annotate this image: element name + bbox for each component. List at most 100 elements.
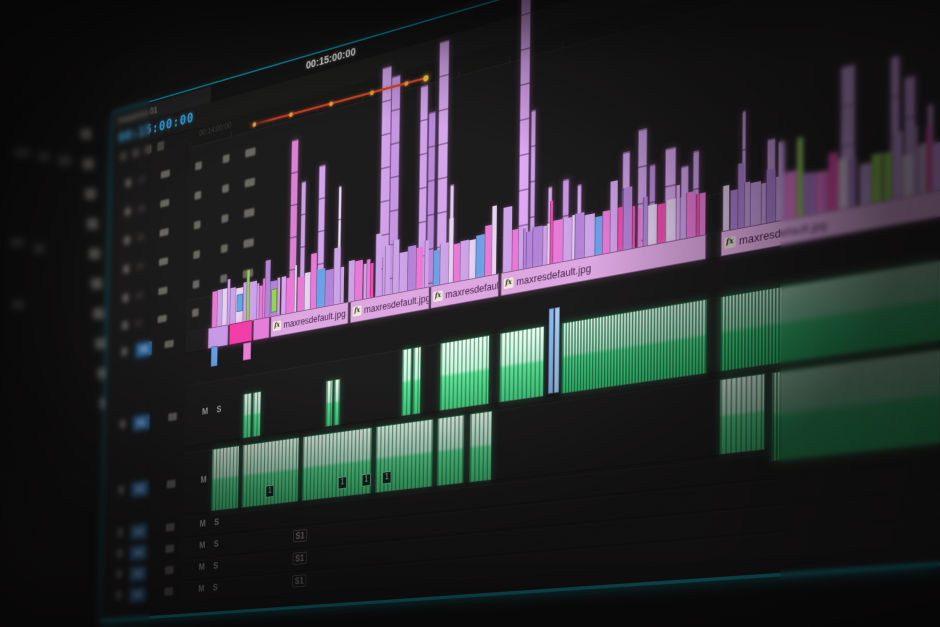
eye-icon[interactable] <box>159 227 169 237</box>
clip-stripe[interactable] <box>871 152 883 205</box>
lock-icon[interactable] <box>123 264 130 274</box>
clip-stripe[interactable] <box>415 246 424 290</box>
speaker-icon[interactable] <box>168 411 177 421</box>
audio-clip[interactable]: 1 <box>241 437 300 508</box>
clip-stripe[interactable] <box>637 207 642 249</box>
tool-icon[interactable] <box>92 307 105 320</box>
tool-icon[interactable] <box>86 217 99 230</box>
lock-icon[interactable] <box>124 235 130 246</box>
clip-stripe[interactable] <box>583 213 595 259</box>
track-target-badge[interactable]: A5 <box>129 566 146 582</box>
clip-stripe[interactable] <box>647 203 657 247</box>
audio-clip[interactable] <box>412 346 422 415</box>
speaker-icon[interactable] <box>165 523 175 532</box>
clip-stripe[interactable] <box>931 141 940 193</box>
lock-icon[interactable] <box>118 485 125 495</box>
video-clip[interactable] <box>252 316 270 341</box>
speaker-icon[interactable] <box>166 479 176 489</box>
speaker-icon[interactable] <box>164 565 174 575</box>
clip-stripe[interactable] <box>354 259 363 302</box>
clip-stripe[interactable] <box>574 211 585 260</box>
clip-stripe[interactable] <box>814 170 825 215</box>
clip-fragment[interactable] <box>210 345 218 367</box>
lock-icon[interactable] <box>116 548 123 558</box>
lock-icon[interactable] <box>125 178 132 188</box>
eye-icon[interactable] <box>157 314 167 324</box>
clip-stripe[interactable] <box>765 168 776 224</box>
clip-stripe[interactable] <box>552 218 564 265</box>
audio-clip[interactable] <box>242 392 252 439</box>
clip-stripe[interactable] <box>848 157 856 209</box>
lock-icon[interactable] <box>124 206 131 217</box>
marker-icon[interactable] <box>132 147 140 159</box>
speaker-icon[interactable] <box>164 587 174 596</box>
settings-icon[interactable] <box>144 144 152 155</box>
audio-clip[interactable] <box>401 347 413 417</box>
clip-stripe[interactable] <box>685 190 696 239</box>
track-target-badge[interactable]: A4 <box>130 545 147 561</box>
audio-clip[interactable] <box>561 298 708 394</box>
clip-stripe[interactable] <box>374 233 382 298</box>
tool-icon[interactable] <box>94 337 107 350</box>
clip-stripe[interactable] <box>722 184 730 233</box>
clip-stripe[interactable] <box>883 151 893 202</box>
lock-icon[interactable] <box>116 569 123 579</box>
speaker-icon[interactable] <box>165 544 175 554</box>
tool-icon[interactable] <box>80 128 92 140</box>
track-target-badge[interactable]: A1 <box>133 414 150 431</box>
audio-clip[interactable] <box>469 410 493 483</box>
eye-icon[interactable] <box>158 257 169 267</box>
clip-fragment[interactable] <box>242 341 252 361</box>
nest-icon[interactable] <box>157 140 165 152</box>
clip-stripe[interactable] <box>339 266 345 305</box>
audio-clip[interactable] <box>333 378 341 426</box>
audio-clip[interactable] <box>439 334 490 411</box>
video-clip[interactable] <box>207 324 229 349</box>
tool-icon[interactable] <box>90 277 103 290</box>
eye-icon[interactable] <box>164 339 174 349</box>
eye-icon[interactable] <box>160 198 170 208</box>
audio-clip[interactable] <box>211 445 240 512</box>
audio-clip[interactable] <box>325 379 333 427</box>
lock-icon[interactable] <box>122 293 129 303</box>
lock-icon[interactable] <box>117 527 124 537</box>
clip-stripe[interactable] <box>698 192 706 237</box>
track-target-badge[interactable]: A6 <box>129 587 146 603</box>
lock-icon[interactable] <box>119 419 126 429</box>
clip-stripe[interactable] <box>424 240 429 289</box>
clip-stripe[interactable] <box>828 151 839 213</box>
clip-stripe[interactable] <box>665 198 676 243</box>
eye-icon[interactable] <box>158 286 168 296</box>
audio-clip[interactable] <box>499 325 545 403</box>
track-target-badge[interactable]: A3 <box>130 523 147 540</box>
clip-stripe[interactable] <box>749 181 762 227</box>
clip-fragment[interactable] <box>553 306 560 394</box>
clip-stripe[interactable] <box>859 162 872 207</box>
tool-icon[interactable] <box>84 187 97 200</box>
track-target-badge[interactable]: A2 <box>131 480 148 497</box>
clip-stripe[interactable] <box>775 175 785 223</box>
track-target-badge[interactable]: V1 <box>135 340 152 358</box>
audio-clip[interactable] <box>771 348 940 462</box>
audio-clip[interactable] <box>252 391 262 438</box>
audio-clip[interactable] <box>719 373 766 455</box>
lock-icon[interactable] <box>121 346 128 357</box>
clip-stripe[interactable] <box>892 131 903 201</box>
eye-icon[interactable] <box>160 169 170 179</box>
clip-fragment[interactable] <box>236 293 244 313</box>
clip-stripe[interactable] <box>631 205 636 250</box>
clip-stripe[interactable] <box>784 170 797 221</box>
clip-fragment[interactable] <box>270 288 278 313</box>
clip-stripe[interactable] <box>837 156 849 211</box>
clip-stripe[interactable] <box>491 205 497 276</box>
tool-icon[interactable] <box>82 158 94 170</box>
audio-clip[interactable]: 1 <box>374 418 434 493</box>
snap-icon[interactable] <box>119 150 127 162</box>
clip-stripe[interactable] <box>902 153 914 199</box>
tool-icon[interactable] <box>88 247 101 260</box>
lock-icon[interactable] <box>122 320 128 331</box>
audio-clip[interactable] <box>436 414 465 487</box>
clip-stripe[interactable] <box>532 225 543 268</box>
clip-stripe[interactable] <box>369 262 374 299</box>
